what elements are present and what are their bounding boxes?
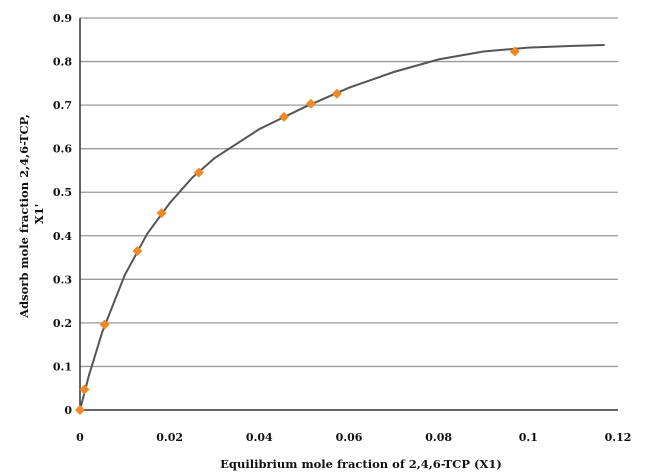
y-tick-label-9: 0.9 xyxy=(53,12,72,25)
y-tick-label-1: 0.1 xyxy=(53,360,72,373)
data-point-7 xyxy=(305,98,316,109)
x-tick-label-1: 0.02 xyxy=(156,431,183,444)
x-tick-label-4: 0.08 xyxy=(425,431,452,444)
x-tick-label-3: 0.06 xyxy=(336,431,363,444)
data-points xyxy=(75,46,520,415)
y-tick-label-5: 0.5 xyxy=(53,186,72,199)
fit-curve xyxy=(79,44,605,411)
x-tick-labels: 0 0.02 0.04 0.06 0.08 0.1 0.12 xyxy=(76,431,631,444)
gridlines xyxy=(80,17,618,368)
y-tick-label-0: 0 xyxy=(64,404,72,417)
data-point-0 xyxy=(75,405,85,415)
data-point-8 xyxy=(331,88,342,99)
x-axis-title: Equilibrium mole fraction of 2,4,6-TCP (… xyxy=(220,457,502,471)
axes xyxy=(79,18,618,411)
data-point-3 xyxy=(132,246,143,257)
x-tick-label-0: 0 xyxy=(76,431,84,444)
y-tick-label-7: 0.7 xyxy=(53,99,72,112)
y-axis-title-line-2: X1' xyxy=(32,204,46,224)
data-point-9 xyxy=(509,46,520,57)
data-point-1 xyxy=(79,384,90,395)
x-tick-label-5: 0.1 xyxy=(519,431,538,444)
y-tick-label-2: 0.2 xyxy=(53,317,72,330)
y-tick-labels: 0 0.1 0.2 0.3 0.4 0.5 0.6 0.7 0.8 0.9 xyxy=(53,12,72,417)
y-axis-title-line-1: Adsorb mole fraction 2,4,6-TCP, xyxy=(17,114,31,319)
y-tick-label-4: 0.4 xyxy=(53,230,72,243)
data-point-5 xyxy=(193,167,204,178)
x-tick-label-6: 0.12 xyxy=(605,431,632,444)
y-axis-title: Adsorb mole fraction 2,4,6-TCP, X1' xyxy=(17,110,46,319)
y-tick-label-6: 0.6 xyxy=(53,143,72,156)
data-point-6 xyxy=(278,111,289,122)
data-point-2 xyxy=(99,319,110,330)
x-tick-label-2: 0.04 xyxy=(246,431,273,444)
y-tick-label-3: 0.3 xyxy=(53,273,72,286)
data-point-4 xyxy=(156,208,167,219)
y-tick-label-8: 0.8 xyxy=(53,56,72,69)
